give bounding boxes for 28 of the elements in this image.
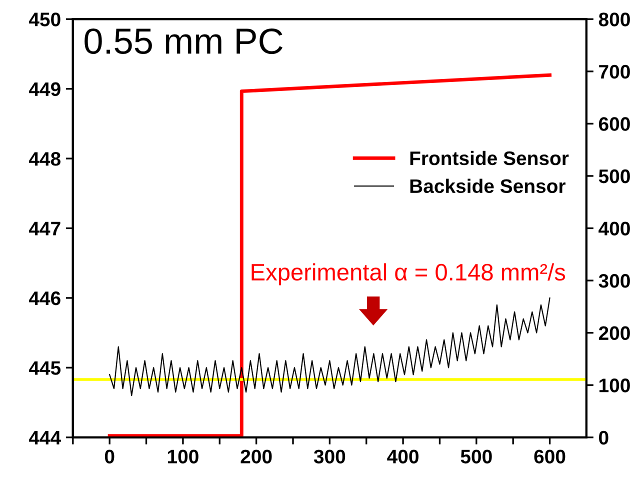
- y2-tick-label: 0: [599, 430, 608, 445]
- x-tick-label: 400: [387, 450, 418, 464]
- chart-title: 0.55 mm PC: [84, 28, 282, 54]
- y-tick-label: 444: [28, 431, 62, 444]
- y2-tick-label: 600: [598, 117, 630, 131]
- x-tick-label: 600: [534, 450, 566, 464]
- y2-tick-label: 200: [598, 326, 630, 340]
- y2-tick-label: 800: [598, 12, 630, 26]
- line-series: [109, 297, 550, 396]
- x-tick-label: 300: [314, 450, 346, 464]
- y-tick-label: 450: [28, 12, 60, 26]
- annotation: Experimental α = 0.148 mm²/s: [252, 263, 566, 286]
- legend-label: Frontside Sensor: [410, 150, 569, 166]
- y2-tick-label: 300: [598, 274, 630, 288]
- y-tick-label: 445: [28, 361, 61, 375]
- y2-tick-label: 400: [598, 222, 630, 236]
- x-tick-label: 200: [240, 450, 272, 464]
- y-tick-label: 449: [28, 82, 60, 96]
- y-tick-label: 446: [28, 291, 60, 306]
- y2-tick-label: 100: [599, 378, 630, 392]
- x-tick-label: 0: [104, 450, 114, 464]
- x-tick-label: 500: [460, 450, 492, 464]
- y2-tick-label: 700: [599, 64, 630, 79]
- y-tick-label: 448: [28, 152, 61, 166]
- legend-label: Backside Sensor: [410, 178, 566, 194]
- y-tick-label: 447: [28, 222, 60, 236]
- y2-tick-label: 500: [598, 169, 630, 184]
- x-tick-label: 100: [168, 450, 198, 464]
